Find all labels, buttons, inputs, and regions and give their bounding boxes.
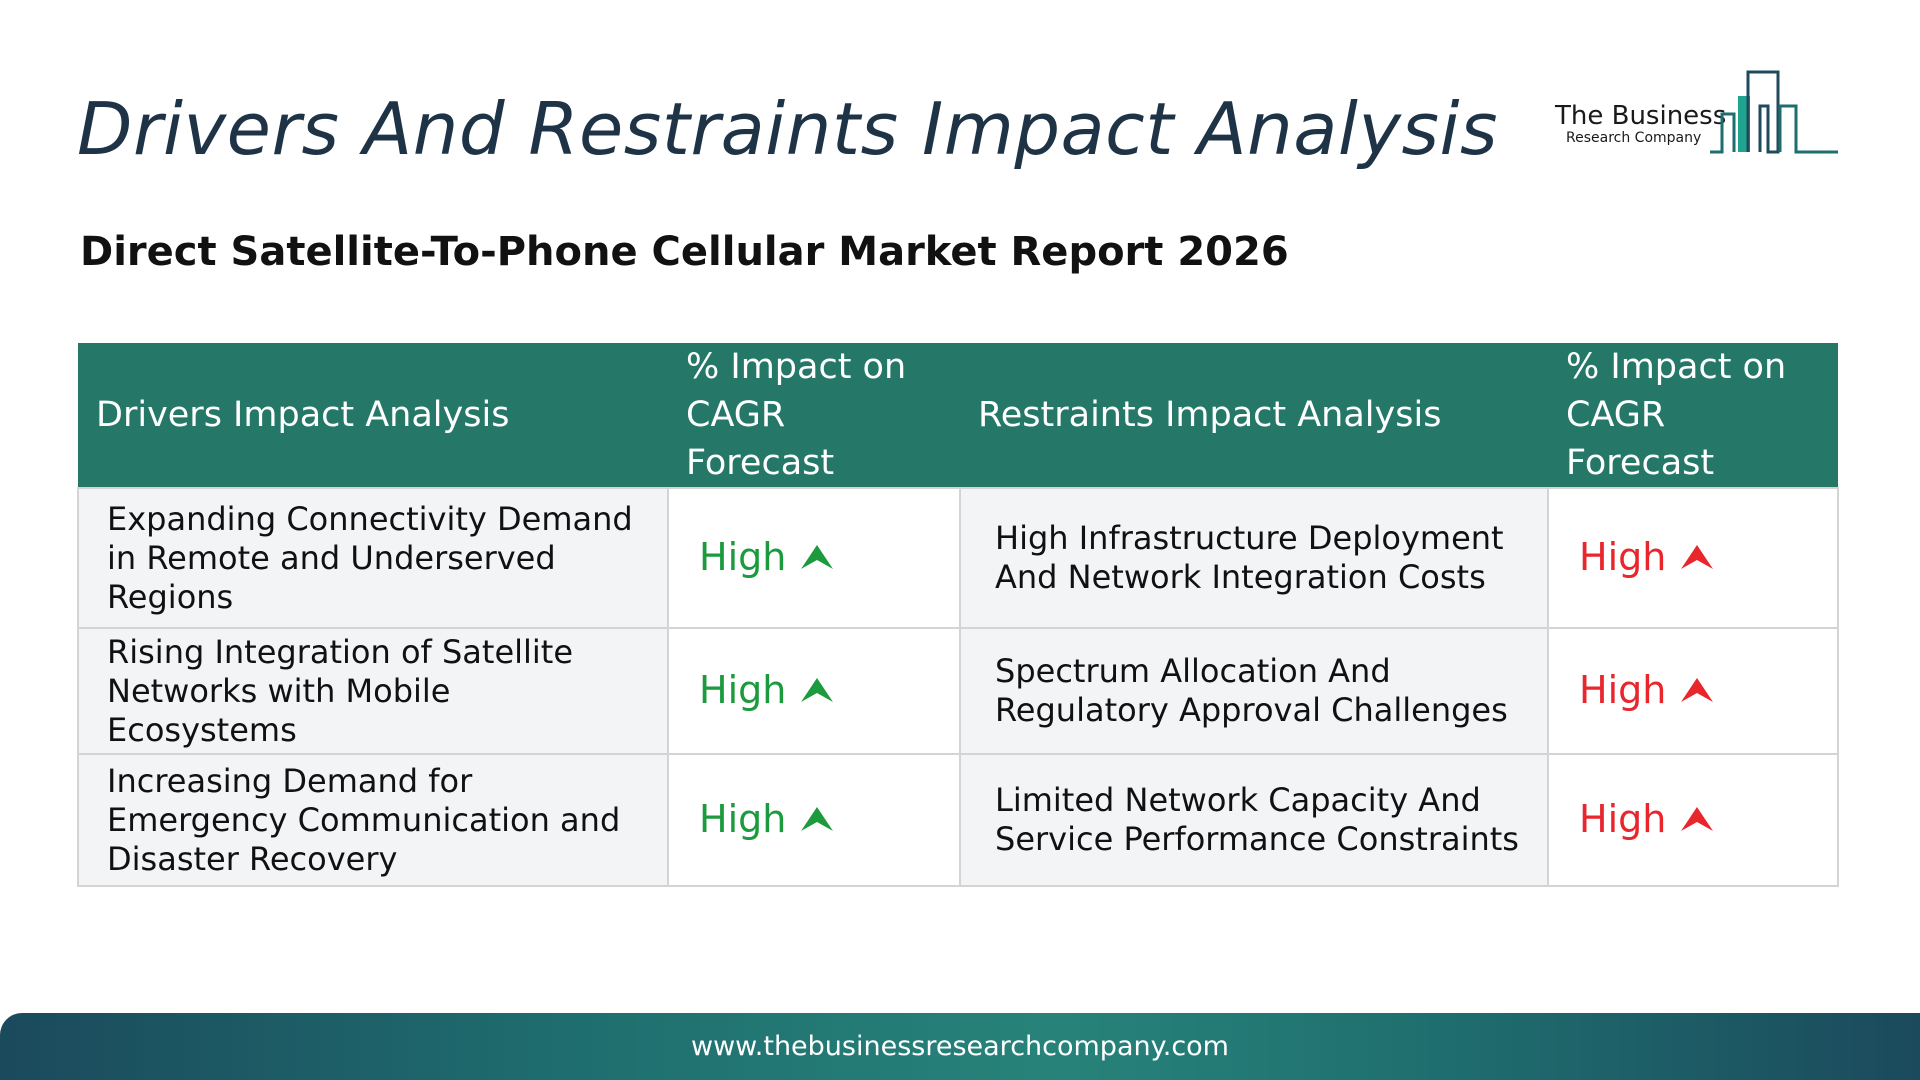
table-row: Increasing Demand for Emergency Communic… bbox=[77, 753, 1839, 887]
restraints-header: Restraints Impact Analysis bbox=[960, 343, 1548, 488]
driver-impact-cell: High bbox=[667, 487, 961, 629]
impact-table: Drivers Impact Analysis % Impact on CAGR … bbox=[77, 343, 1839, 887]
footer-bar: www.thebusinessresearchcompany.com bbox=[0, 1013, 1920, 1080]
page-title: Drivers And Restraints Impact Analysis bbox=[77, 87, 1499, 171]
logo-name: The Business bbox=[1555, 101, 1727, 131]
drivers-impact-header: % Impact on CAGR Forecast bbox=[668, 343, 960, 488]
footer-url[interactable]: www.thebusinessresearchcompany.com bbox=[691, 1031, 1229, 1062]
table-row: Rising Integration of Satellite Networks… bbox=[77, 627, 1839, 755]
up-arrow-icon bbox=[1681, 807, 1714, 831]
restraint-impact-cell: High bbox=[1547, 487, 1839, 629]
restraints-impact-header: % Impact on CAGR Forecast bbox=[1548, 343, 1838, 488]
up-arrow-icon bbox=[1681, 545, 1714, 569]
up-arrow-icon bbox=[801, 678, 834, 702]
restraint-impact-cell: High bbox=[1547, 627, 1839, 755]
driver-impact-cell: High bbox=[667, 627, 961, 755]
driver-cell: Increasing Demand for Emergency Communic… bbox=[77, 753, 669, 887]
restraint-cell: Limited Network Capacity And Service Per… bbox=[959, 753, 1549, 887]
table-header-row: Drivers Impact Analysis % Impact on CAGR … bbox=[78, 343, 1838, 488]
report-subtitle: Direct Satellite-To-Phone Cellular Marke… bbox=[80, 229, 1289, 275]
driver-cell: Expanding Connectivity Demand in Remote … bbox=[77, 487, 669, 629]
restraint-impact-value: High bbox=[1579, 796, 1667, 841]
driver-cell: Rising Integration of Satellite Networks… bbox=[77, 627, 669, 755]
table-row: Expanding Connectivity Demand in Remote … bbox=[77, 487, 1839, 629]
restraint-impact-value: High bbox=[1579, 667, 1667, 712]
restraint-impact-value: High bbox=[1579, 534, 1667, 579]
logo-tagline: Research Company bbox=[1566, 130, 1702, 146]
driver-impact-value: High bbox=[699, 667, 787, 712]
restraint-cell: Spectrum Allocation And Regulatory Appro… bbox=[959, 627, 1549, 755]
up-arrow-icon bbox=[801, 807, 834, 831]
up-arrow-icon bbox=[1681, 678, 1714, 702]
driver-impact-value: High bbox=[699, 796, 787, 841]
company-logo: The Business Research Company bbox=[1550, 62, 1840, 162]
driver-impact-cell: High bbox=[667, 753, 961, 887]
driver-impact-value: High bbox=[699, 534, 787, 579]
up-arrow-icon bbox=[801, 545, 834, 569]
drivers-header: Drivers Impact Analysis bbox=[78, 343, 668, 488]
building-bars-icon bbox=[1710, 70, 1838, 154]
restraint-cell: High Infrastructure Deployment And Netwo… bbox=[959, 487, 1549, 629]
restraint-impact-cell: High bbox=[1547, 753, 1839, 887]
